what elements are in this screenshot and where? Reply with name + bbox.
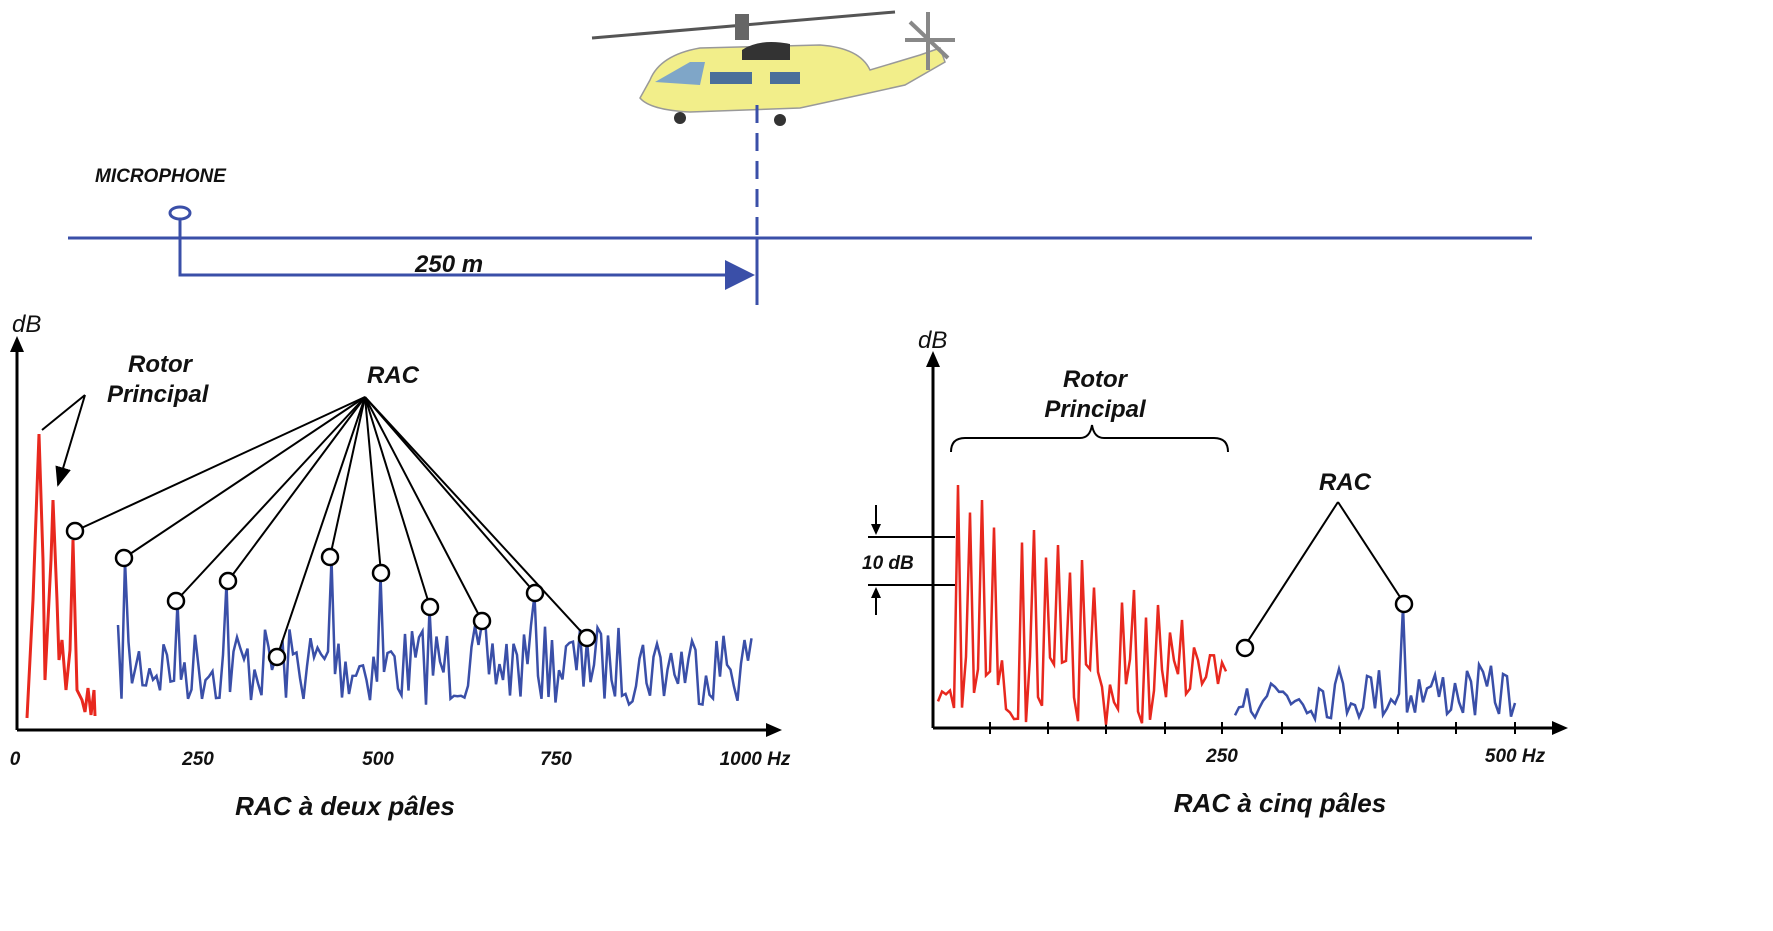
x-tick-label: 250 (1205, 746, 1238, 767)
brace (951, 425, 1228, 452)
x-tick-label: 750 (540, 749, 572, 770)
rac-circle (269, 649, 285, 665)
axes (933, 355, 1555, 728)
distance-label: 250 m (414, 251, 483, 278)
y-label: dB (918, 327, 947, 354)
rac-pointer (75, 397, 365, 531)
microphone (170, 207, 190, 219)
diagram: MICROPHONE 250 m dB Rotor Principal RAC … (0, 0, 1773, 931)
rac-circle (220, 573, 236, 589)
rac-spectrum (1235, 606, 1515, 719)
helicopter (592, 12, 955, 126)
rac-circle (1237, 640, 1253, 656)
rac-circle (116, 550, 132, 566)
y-label: dB (12, 311, 41, 338)
rotor-arrows (42, 395, 85, 485)
rac-circle (527, 585, 543, 601)
rac-circle (67, 523, 83, 539)
rac-label: RAC (367, 362, 420, 389)
rac-circle (1396, 596, 1412, 612)
rac-circle (579, 630, 595, 646)
rac-pointer (124, 397, 365, 558)
right-spectrum: dB Rotor Principal RAC 10 dB 250 500 Hz … (862, 327, 1568, 818)
rac-lines (1248, 502, 1400, 641)
x-tick-label: 500 (362, 749, 394, 770)
rotor-label: Principal (107, 381, 210, 408)
rac-pointer (365, 397, 587, 638)
x-tick-label: 0 (10, 749, 21, 770)
rac-spectrum (118, 559, 752, 705)
rac-pointer (365, 397, 535, 593)
rac-label: RAC (1319, 469, 1372, 496)
x-tick-label: 500 Hz (1485, 746, 1546, 767)
rotor-label: Rotor (128, 351, 194, 378)
caption: RAC à deux pâles (235, 791, 455, 821)
x-tick-label: 1000 Hz (720, 749, 791, 770)
rotor-spectrum (938, 485, 1226, 725)
left-spectrum: dB Rotor Principal RAC 0 250 500 750 100… (10, 311, 791, 821)
rotor-label: Rotor (1063, 366, 1129, 393)
x-tick-label: 250 (181, 749, 214, 770)
rac-pointer (176, 397, 365, 601)
rac-circle (422, 599, 438, 615)
rotor-label: Principal (1044, 396, 1147, 423)
microphone-label: MICROPHONE (95, 166, 227, 187)
rac-circle (474, 613, 490, 629)
rac-circle (168, 593, 184, 609)
rac-pointer (277, 397, 365, 657)
caption: RAC à cinq pâles (1174, 788, 1386, 818)
scale-label: 10 dB (862, 553, 914, 574)
rac-circle (322, 549, 338, 565)
rac-circle (373, 565, 389, 581)
